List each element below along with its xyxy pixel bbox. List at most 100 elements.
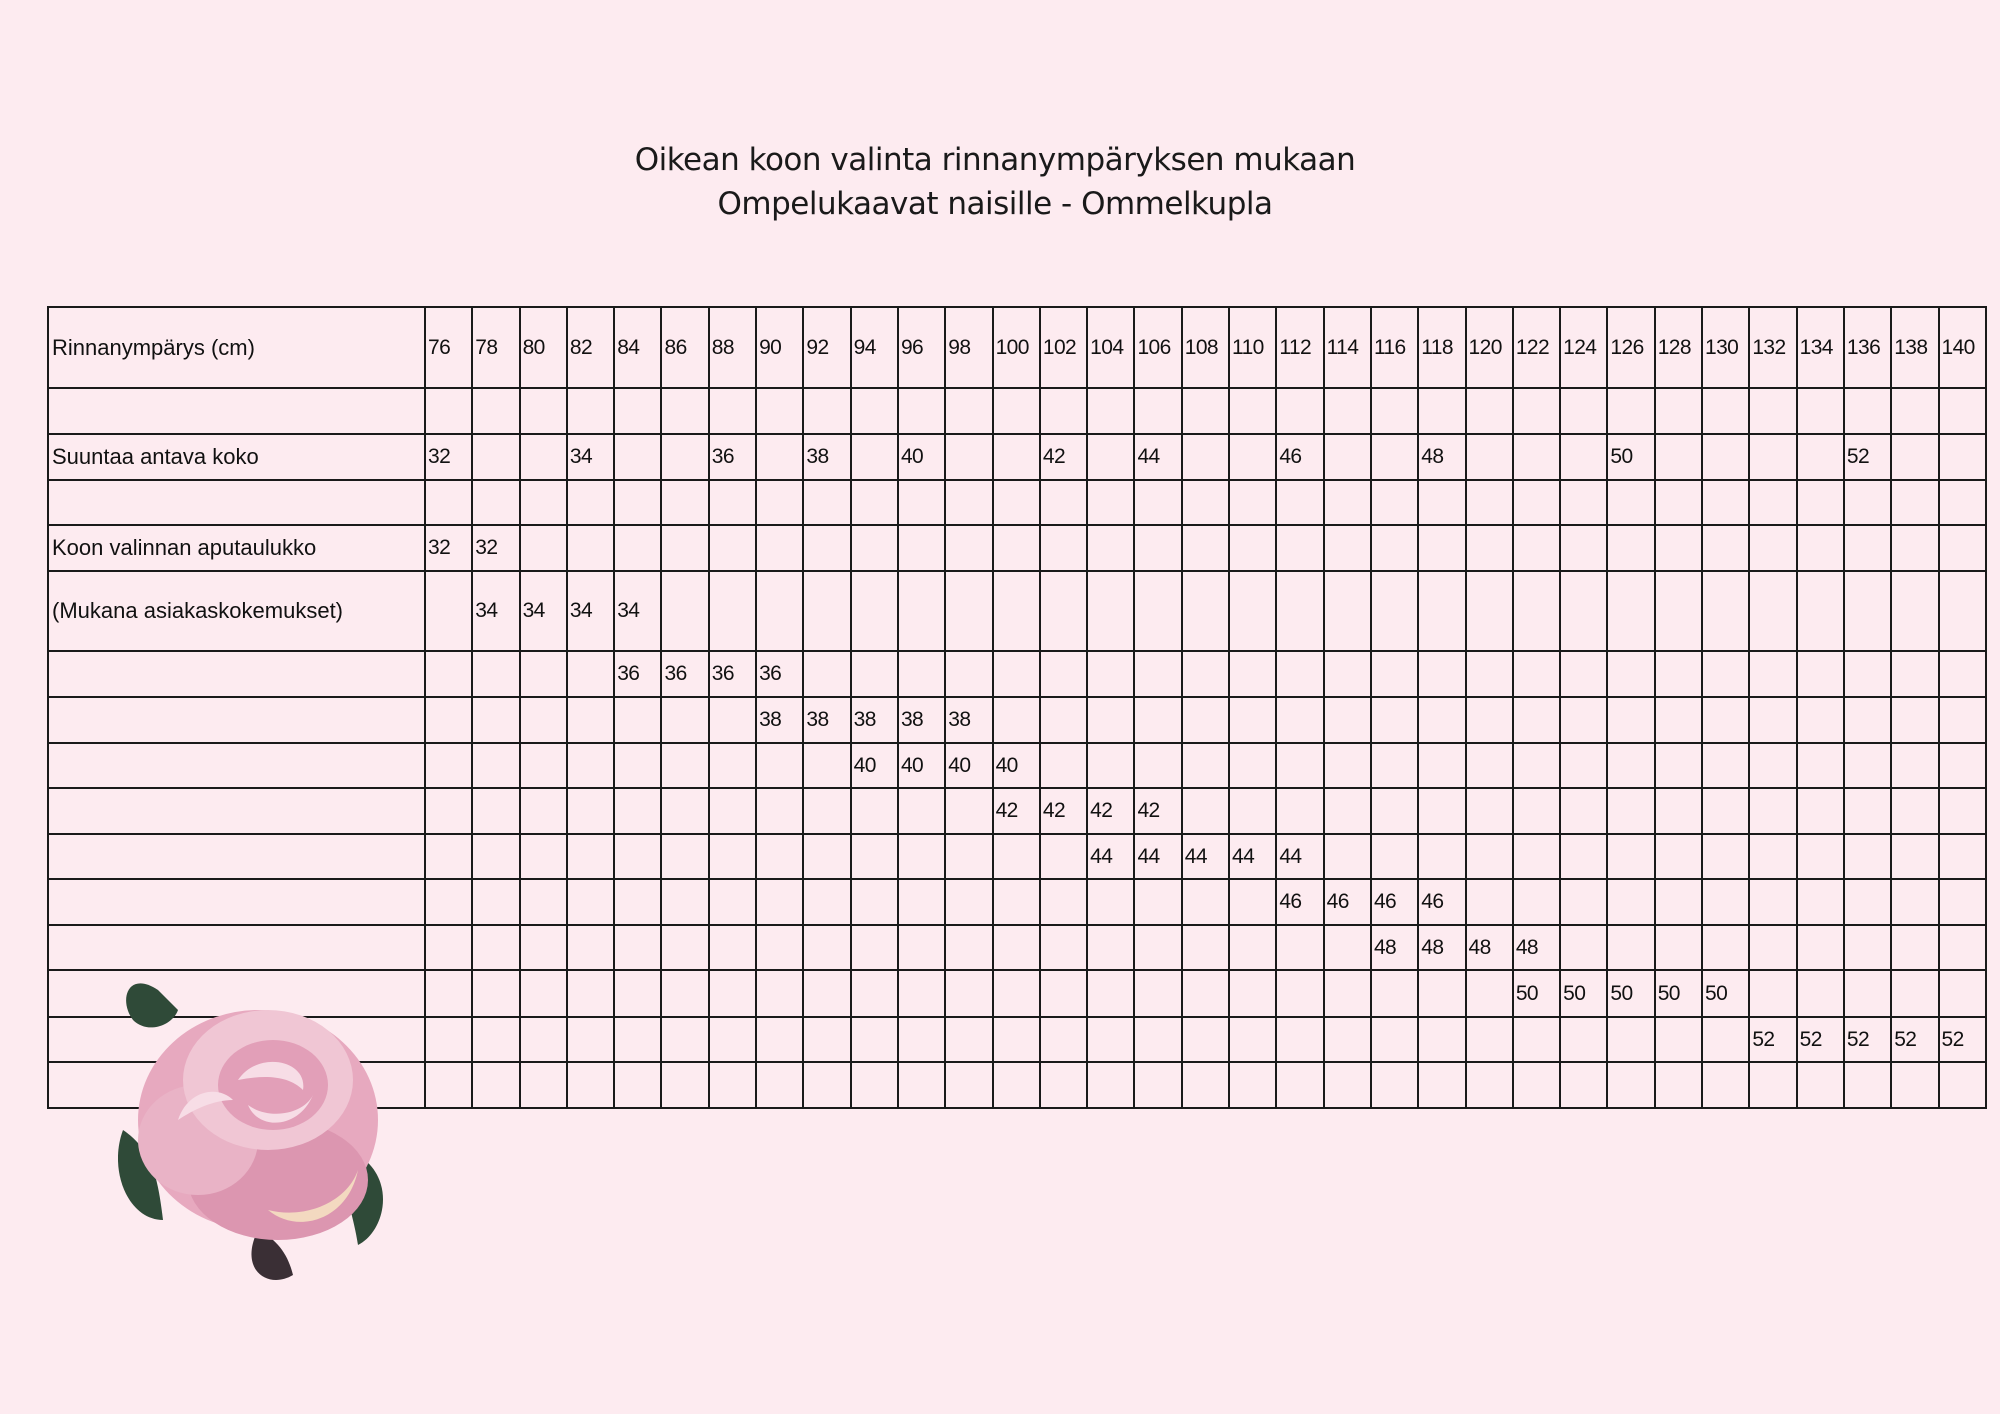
table-cell — [1937, 833, 1987, 880]
table-cell — [802, 969, 852, 1018]
table-cell: 40 — [849, 742, 899, 789]
table-cell — [1748, 570, 1798, 652]
table-cell — [896, 833, 947, 880]
table-cell — [1275, 924, 1325, 971]
table-cell — [1464, 479, 1514, 526]
table-cell — [1606, 1061, 1656, 1109]
table-cell — [1417, 1016, 1467, 1063]
table-cell — [1511, 833, 1562, 880]
rose-illustration — [118, 983, 383, 1280]
table-cell — [660, 969, 710, 1018]
header-cell-98: 98 — [944, 306, 994, 389]
table-cell — [1322, 433, 1372, 481]
table-cell — [1653, 479, 1704, 526]
table-cell — [1086, 570, 1136, 652]
table-cell — [1464, 787, 1514, 835]
row-label — [47, 387, 426, 435]
row-label — [47, 878, 426, 926]
table-cell — [1511, 696, 1562, 744]
table-cell: 50 — [1653, 969, 1704, 1018]
table-cell: 36 — [707, 433, 758, 481]
table-cell: 44 — [1228, 833, 1278, 880]
table-cell — [1653, 1016, 1704, 1063]
table-cell — [1511, 387, 1562, 435]
table-cell — [1086, 924, 1136, 971]
table-cell — [1180, 1061, 1231, 1109]
table-cell — [1842, 696, 1893, 744]
table-cell — [1511, 524, 1562, 572]
table-cell — [518, 1061, 568, 1109]
header-cell-126: 126 — [1606, 306, 1656, 389]
table-cell — [1417, 833, 1467, 880]
header-cell-80: 80 — [518, 306, 568, 389]
header-cell-78: 78 — [471, 306, 521, 389]
table-cell — [613, 696, 663, 744]
table-cell — [1653, 433, 1704, 481]
table-cell: 48 — [1369, 924, 1420, 971]
table-cell — [1795, 524, 1845, 572]
table-cell — [423, 1061, 474, 1109]
header-cell-138: 138 — [1890, 306, 1940, 389]
table-cell: 42 — [1133, 787, 1183, 835]
table-cell — [613, 387, 663, 435]
table-cell — [1653, 650, 1704, 698]
rose-petals-icon — [138, 1010, 378, 1240]
table-cell — [1275, 479, 1325, 526]
table-cell — [1180, 570, 1231, 652]
table-cell — [1559, 433, 1609, 481]
table-cell — [1937, 696, 1987, 744]
table-cell — [1275, 650, 1325, 698]
table-cell — [1322, 570, 1372, 652]
table-cell — [1228, 742, 1278, 789]
table-row — [47, 479, 1987, 526]
table-row: 38 38 38 38 38 — [47, 696, 1987, 744]
table-cell — [1275, 742, 1325, 789]
table-cell — [1890, 696, 1940, 744]
table-cell — [1842, 878, 1893, 926]
table-cell — [423, 833, 474, 880]
table-cell — [1369, 524, 1420, 572]
table-cell — [944, 969, 994, 1018]
table-cell — [1133, 878, 1183, 926]
size-chart-table: Rinnanympärys (cm) 76 78 80 82 84 86 88 90 92 94 96… — [47, 306, 1987, 1109]
header-cell-112: 112 — [1275, 306, 1325, 389]
table-cell — [1606, 479, 1656, 526]
table-cell — [1038, 878, 1089, 926]
table-cell: 52 — [1937, 1016, 1987, 1063]
table-cell — [1464, 570, 1514, 652]
header-cell-124: 124 — [1559, 306, 1609, 389]
table-cell — [1086, 650, 1136, 698]
table-cell — [1842, 524, 1893, 572]
table-cell — [1038, 479, 1089, 526]
table-cell — [1322, 387, 1372, 435]
table-cell — [1937, 570, 1987, 652]
table-cell — [1511, 479, 1562, 526]
table-cell — [1369, 1016, 1420, 1063]
table-cell — [1133, 1061, 1183, 1109]
table-cell — [1842, 924, 1893, 971]
table-cell — [944, 833, 994, 880]
table-cell: 38 — [944, 696, 994, 744]
row-label — [47, 787, 426, 835]
table-cell: 52 — [1890, 1016, 1940, 1063]
table-cell: 38 — [755, 696, 805, 744]
table-cell — [1275, 787, 1325, 835]
header-cell-108: 108 — [1180, 306, 1231, 389]
header-cell-116: 116 — [1369, 306, 1420, 389]
table-cell — [1842, 833, 1893, 880]
table-cell — [471, 787, 521, 835]
table-cell — [660, 878, 710, 926]
table-cell: 34 — [565, 570, 616, 652]
table-cell — [991, 924, 1041, 971]
row-label — [47, 479, 426, 526]
table-cell — [1842, 969, 1893, 1018]
table-cell — [896, 650, 947, 698]
table-cell — [896, 387, 947, 435]
table-cell — [1133, 570, 1183, 652]
table-cell: 50 — [1511, 969, 1562, 1018]
table-cell — [518, 650, 568, 698]
table-cell — [471, 878, 521, 926]
table-cell — [1038, 742, 1089, 789]
table-cell: 34 — [518, 570, 568, 652]
table-cell — [1086, 969, 1136, 1018]
